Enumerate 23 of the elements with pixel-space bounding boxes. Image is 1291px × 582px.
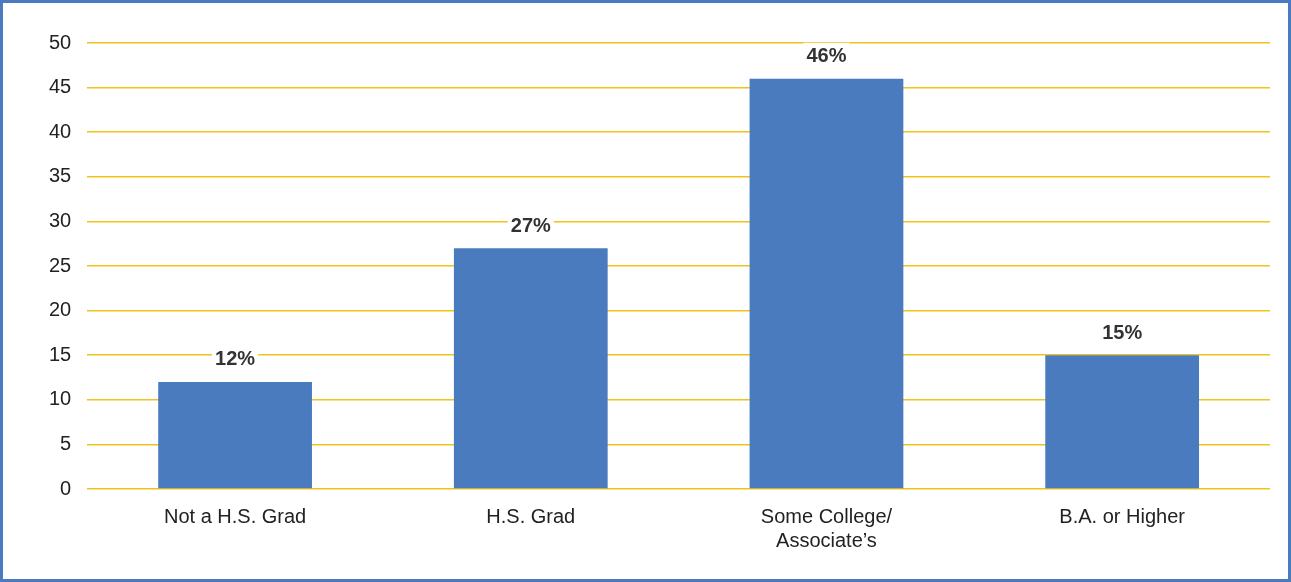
y-tick-label: 50 <box>49 30 72 53</box>
y-tick-label: 35 <box>49 164 72 187</box>
bar <box>1045 355 1200 489</box>
bar <box>453 248 608 489</box>
y-tick-label: 45 <box>49 75 72 98</box>
y-tick-label: 15 <box>49 342 72 365</box>
x-tick-label: Some College/ Associate’s <box>760 504 893 551</box>
y-tick-label: 40 <box>49 119 72 142</box>
x-tick-label: B.A. or Higher <box>1059 504 1186 527</box>
bar <box>749 78 904 489</box>
data-label: 46% <box>806 44 847 67</box>
y-tick-label: 25 <box>49 253 72 276</box>
y-tick-label: 10 <box>49 387 72 410</box>
data-label: 15% <box>1102 320 1143 343</box>
y-tick-label: 30 <box>49 208 72 231</box>
y-tick-label: 20 <box>49 298 72 321</box>
data-label: 27% <box>510 213 552 236</box>
x-tick-label: Not a H.S. Grad <box>163 504 307 527</box>
x-tick-label: H.S. Grad <box>486 504 576 527</box>
y-tick-label: 5 <box>60 431 72 454</box>
bar <box>158 381 312 489</box>
data-label: 12% <box>215 347 256 370</box>
y-tick-label: 0 <box>60 476 72 499</box>
